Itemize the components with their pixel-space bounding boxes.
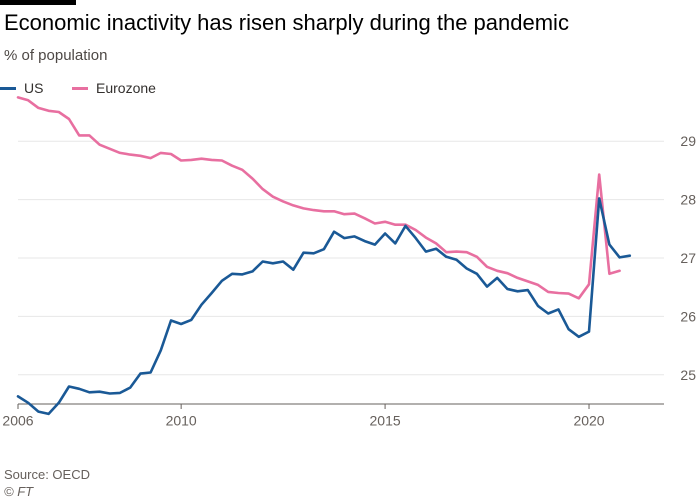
chart-title: Economic inactivity has risen sharply du…	[4, 10, 569, 35]
chart-subtitle: % of population	[4, 47, 108, 64]
series-line-us	[16, 197, 632, 416]
y-tick-label-28: 28	[680, 192, 696, 208]
x-tick-label-2020: 2020	[573, 412, 604, 428]
x-tick-label-2010: 2010	[166, 412, 197, 428]
y-tick-label-29: 29	[680, 133, 696, 149]
x-tick-label-2006: 2006	[2, 412, 33, 428]
series-line-eurozone	[16, 96, 621, 300]
legend-label-us: US	[24, 80, 44, 96]
legend-item-us: US	[0, 80, 43, 96]
legend-swatch-us	[0, 86, 16, 90]
legend-label-eurozone: Eurozone	[96, 80, 156, 96]
y-tick-label-25: 25	[680, 367, 696, 383]
source-note: Source: OECD	[4, 467, 90, 482]
x-tick-label-2015: 2015	[370, 412, 401, 428]
ft-brand-bar	[0, 0, 76, 5]
y-tick-label-27: 27	[680, 250, 696, 266]
legend-item-eurozone: Eurozone	[72, 80, 156, 96]
y-tick-label-26: 26	[680, 308, 696, 324]
ft-credit: © FT	[4, 484, 34, 499]
legend-swatch-eurozone	[72, 86, 88, 90]
